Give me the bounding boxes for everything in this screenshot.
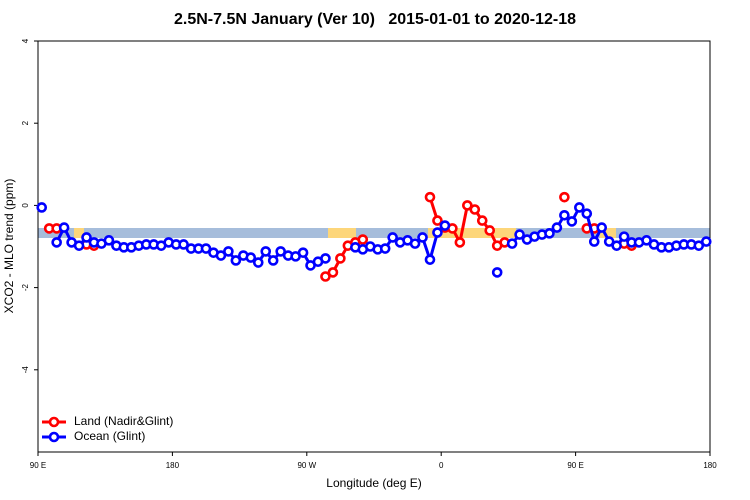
ocean-strip	[38, 228, 710, 238]
data-point	[103, 235, 115, 246]
data-point	[491, 267, 503, 278]
data-point	[58, 222, 70, 233]
data-point	[73, 240, 85, 251]
data-point	[439, 220, 451, 231]
x-tick-label: 180	[703, 461, 717, 470]
x-tick-label: 90 E	[567, 461, 583, 470]
y-tick-label: 4	[21, 38, 30, 43]
land-strip	[600, 228, 616, 238]
data-point	[297, 247, 309, 258]
data-point	[178, 239, 189, 250]
data-point	[417, 232, 428, 243]
x-tick-label: 90 E	[30, 461, 46, 470]
legend-marker	[48, 416, 60, 428]
data-point	[267, 255, 279, 266]
x-tick-label: 0	[439, 461, 444, 470]
y-tick-label: 2	[21, 120, 30, 125]
data-point	[559, 209, 570, 221]
data-point	[700, 236, 712, 247]
data-point	[469, 204, 481, 215]
land-strip	[428, 228, 516, 238]
data-point	[409, 238, 421, 249]
surface-strip	[38, 228, 710, 238]
data-point	[81, 232, 92, 243]
data-point	[379, 243, 391, 254]
data-point	[275, 246, 286, 257]
legend-label: Ocean (Glint)	[74, 429, 145, 443]
data-point	[252, 257, 264, 268]
data-point	[588, 236, 600, 247]
y-tick-label: -4	[21, 366, 30, 374]
data-point	[260, 246, 272, 257]
data-point	[462, 200, 473, 211]
x-axis-label: Longitude (deg E)	[326, 476, 421, 490]
data-point	[693, 240, 705, 251]
data-point	[596, 222, 608, 233]
data-point	[327, 267, 339, 278]
x-tick-label: 180	[166, 461, 180, 470]
data-point	[51, 237, 62, 248]
data-point	[544, 228, 555, 239]
y-axis-label: XCO2 - MLO trend (ppm)	[2, 179, 16, 314]
data-point	[200, 243, 212, 254]
data-point	[484, 225, 496, 236]
series	[36, 202, 712, 278]
data-point	[320, 271, 331, 282]
data-point	[603, 236, 615, 247]
data-point	[230, 255, 242, 266]
chart-title: 2.5N-7.5N January (Ver 10) 2015-01-01 to…	[174, 11, 576, 28]
y-tick-label: 0	[21, 203, 30, 208]
data-point	[320, 253, 331, 264]
legend-label: Land (Nadir&Glint)	[74, 414, 173, 428]
data-point	[432, 227, 443, 238]
data-point	[559, 191, 570, 203]
data-point	[641, 235, 652, 246]
data-point	[454, 237, 466, 248]
plot-frame	[37, 40, 711, 453]
legend-marker	[48, 431, 60, 443]
data-point	[581, 208, 593, 219]
data-point	[574, 202, 585, 213]
data-point	[357, 234, 369, 245]
data-point	[611, 240, 622, 251]
data-point	[551, 222, 563, 233]
data-point	[506, 238, 518, 249]
data-point	[387, 232, 398, 243]
data-point	[215, 250, 227, 261]
data-point	[424, 191, 436, 203]
land-strip	[74, 228, 84, 238]
data-point	[424, 254, 436, 265]
data-point	[566, 216, 578, 227]
data-point	[432, 215, 443, 226]
data-point	[36, 202, 48, 213]
data-point	[476, 215, 488, 226]
data-point	[223, 246, 234, 257]
y-tick-label: -2	[21, 283, 30, 291]
data-point	[618, 231, 630, 242]
data-point	[335, 253, 346, 264]
data-point	[245, 252, 257, 263]
data-point	[514, 229, 525, 240]
x-tick-label: 90 W	[297, 461, 316, 470]
land-strip	[328, 228, 356, 238]
